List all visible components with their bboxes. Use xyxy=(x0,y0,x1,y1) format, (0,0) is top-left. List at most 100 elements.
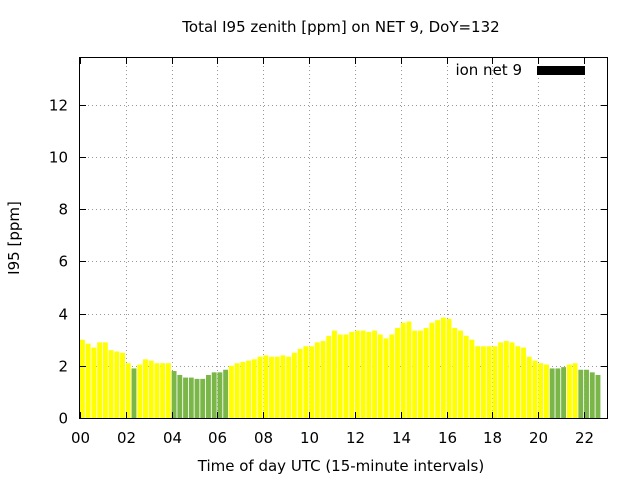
bar xyxy=(85,343,91,418)
y-axis-ticks: 0 2 4 6 8 10 12 xyxy=(49,97,607,428)
bar xyxy=(423,328,429,418)
bar xyxy=(257,356,263,418)
y-tick-label: 0 xyxy=(58,410,68,428)
bar xyxy=(492,346,498,418)
bar xyxy=(354,330,360,418)
bar xyxy=(309,346,314,418)
bar xyxy=(440,317,446,418)
legend-label: ion net 9 xyxy=(455,61,522,79)
bar xyxy=(561,367,567,418)
bar xyxy=(188,377,194,418)
bar xyxy=(521,347,526,418)
bar xyxy=(251,359,257,418)
y-tick-label: 6 xyxy=(58,253,68,271)
bar xyxy=(372,330,378,418)
bar xyxy=(446,318,452,418)
bar xyxy=(326,335,332,418)
bar xyxy=(400,322,406,418)
bar xyxy=(314,342,320,418)
bar xyxy=(566,364,572,418)
bar xyxy=(469,339,475,418)
bar xyxy=(458,330,463,418)
bar xyxy=(228,365,234,418)
chart-title: Total I95 zenith [ppm] on NET 9, DoY=132 xyxy=(181,18,499,36)
bar xyxy=(389,334,395,418)
bar xyxy=(223,369,229,418)
bar xyxy=(137,364,143,418)
bar xyxy=(515,346,521,418)
bar xyxy=(332,330,337,418)
bar xyxy=(532,360,538,418)
bar xyxy=(108,350,114,418)
bar xyxy=(452,328,458,418)
bar xyxy=(240,361,246,418)
bar xyxy=(114,351,120,418)
bar xyxy=(269,356,274,418)
bar xyxy=(572,363,578,418)
bar xyxy=(498,342,504,418)
bar xyxy=(291,352,297,418)
bar xyxy=(200,378,206,418)
bar xyxy=(549,368,555,418)
bar xyxy=(584,369,589,418)
bar xyxy=(160,363,166,418)
x-axis-label: Time of day UTC (15-minute intervals) xyxy=(197,457,484,475)
grid-lines xyxy=(80,58,607,418)
bar xyxy=(80,339,85,418)
bar xyxy=(412,330,418,418)
bar xyxy=(595,374,601,418)
bar xyxy=(280,355,286,418)
bar xyxy=(435,320,441,418)
legend: ion net 9 xyxy=(455,61,585,79)
bar xyxy=(429,322,435,418)
bar xyxy=(463,335,469,418)
bar xyxy=(366,331,372,418)
bar xyxy=(349,331,355,418)
bar xyxy=(211,372,217,418)
bar xyxy=(97,342,103,418)
y-tick-label: 2 xyxy=(58,358,68,376)
bar xyxy=(475,346,481,418)
x-tick-label: 06 xyxy=(208,429,227,447)
bar xyxy=(543,364,549,418)
bar xyxy=(417,330,423,418)
x-tick-label: 08 xyxy=(254,429,273,447)
x-tick-label: 00 xyxy=(71,429,90,447)
bar xyxy=(274,356,280,418)
plot-frame xyxy=(79,57,608,419)
y-tick-label: 10 xyxy=(49,149,68,167)
bar xyxy=(589,372,595,418)
bar xyxy=(131,368,137,418)
bar xyxy=(206,374,211,418)
bar xyxy=(194,378,200,418)
bar xyxy=(383,338,389,418)
bar xyxy=(503,341,509,418)
bar xyxy=(120,352,125,418)
x-tick-label: 10 xyxy=(300,429,319,447)
bar xyxy=(154,363,160,418)
bar xyxy=(486,346,492,418)
y-tick-label: 4 xyxy=(58,306,68,324)
y-tick-label: 12 xyxy=(49,97,68,115)
bar xyxy=(234,363,240,418)
x-tick-label: 04 xyxy=(163,429,182,447)
bar xyxy=(480,346,486,418)
bar xyxy=(165,363,171,418)
x-tick-label: 02 xyxy=(117,429,136,447)
x-tick-label: 14 xyxy=(392,429,411,447)
bar xyxy=(555,368,561,418)
bar xyxy=(303,346,309,418)
bar xyxy=(148,360,154,418)
bar xyxy=(183,377,188,418)
bar xyxy=(343,334,349,418)
bar xyxy=(143,359,148,418)
bar xyxy=(377,334,383,418)
y-tick-label: 8 xyxy=(58,201,68,219)
x-axis-ticks: 00 02 04 06 08 10 12 14 16 18 20 22 xyxy=(71,58,594,447)
bars-group xyxy=(80,317,601,418)
bar xyxy=(538,363,544,418)
x-tick-label: 16 xyxy=(438,429,457,447)
bar xyxy=(246,360,251,418)
bar xyxy=(286,356,292,418)
